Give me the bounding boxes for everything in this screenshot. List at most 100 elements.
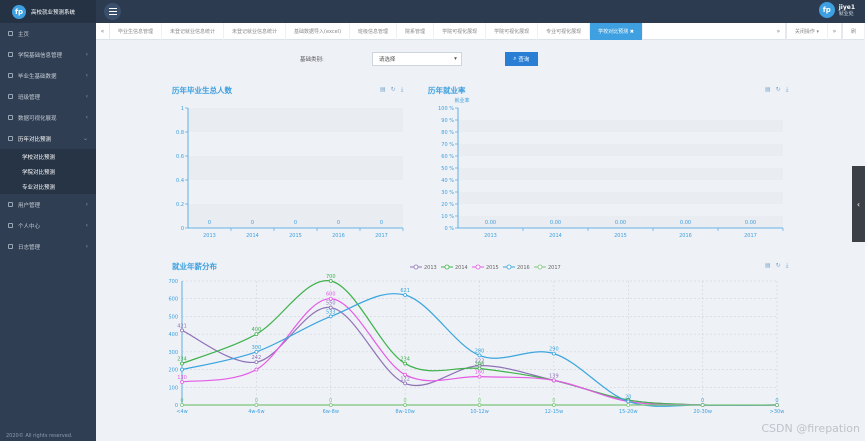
salary-chart-data-label: 160: [475, 370, 485, 376]
line-chart-icon: [8, 136, 13, 141]
chevron-left-icon: ‹: [85, 243, 88, 250]
sidebar-item-visual[interactable]: 数据可视化展现 ‹: [0, 107, 96, 128]
emp-chart-y-tick-label: 60 %: [441, 154, 454, 160]
sidebar-item-label: 主页: [18, 31, 30, 38]
sidebar-item-graduates[interactable]: 毕业生基础数据 ‹: [0, 65, 96, 86]
tab-item[interactable]: 院系管理: [397, 22, 435, 40]
sidebar-subitem-major[interactable]: 专业对比预测: [0, 179, 96, 194]
sidebar-item-label: 个人中心: [18, 223, 41, 230]
emp-chart-grid-band: [458, 120, 783, 132]
user-menu[interactable]: fp jiye1 就业处: [818, 2, 855, 18]
grad-chart-grid-band: [188, 156, 403, 180]
tab-item[interactable]: 学院可视化展现: [434, 22, 487, 40]
salary-chart-point-2015: [180, 380, 184, 384]
chevron-left-icon: ‹: [85, 201, 88, 208]
sidebar-item-users[interactable]: 用户管理 ‹: [0, 194, 96, 215]
tab-item[interactable]: 基础数据导入(excel): [286, 22, 351, 40]
sidebar-item-forecast[interactable]: 历年对比预测 ⌄: [0, 128, 96, 149]
salary-chart-legend-label: 2017: [548, 265, 561, 271]
download-icon[interactable]: ⤓: [400, 86, 404, 93]
emp-chart-grid-band: [458, 144, 783, 156]
salary-chart-point-2015: [254, 367, 259, 372]
salary-chart-data-label: 0: [701, 398, 704, 404]
salary-chart-point-2016: [477, 353, 482, 358]
salary-chart-x-tick-label: 20-30w: [693, 409, 712, 415]
sidebar-item-home[interactable]: 主页: [0, 23, 96, 44]
emp-chart-y-tick-label: 70 %: [441, 142, 454, 148]
user-role: 就业处: [838, 10, 854, 17]
salary-chart-data-label: 550: [326, 301, 336, 307]
salary-chart-data-label: 280: [475, 348, 485, 354]
tab-item[interactable]: 未登记就业信息统计: [224, 22, 287, 40]
salary-chart-y-tick-label: 500: [168, 314, 178, 320]
tab-item[interactable]: 学院可视化展现: [486, 22, 539, 40]
sidebar-item-profile[interactable]: 个人中心 ‹: [0, 215, 96, 236]
tab-active[interactable]: 学校对比预测 ✖: [590, 22, 643, 40]
salary-chart-point-2016: [626, 399, 631, 404]
sidebar-subitem-college[interactable]: 学院对比预测: [0, 164, 96, 179]
salary-chart-point-2015: [551, 378, 556, 383]
salary-chart-data-label: 290: [549, 347, 559, 353]
emp-chart-x-tick-label: 2013: [484, 233, 497, 239]
grad-chart-data-label: 0: [208, 220, 211, 226]
refresh-icon[interactable]: ↻: [390, 86, 396, 93]
sidebar-item-logs[interactable]: 日志管理 ‹: [0, 236, 96, 257]
close-operations-dropdown[interactable]: 关闭操作 ▾: [785, 22, 828, 40]
query-button[interactable]: ⌕ 查询: [504, 52, 538, 66]
emp-chart-grid-band: [458, 192, 783, 204]
emp-chart-x-tick-label: 2016: [679, 233, 692, 239]
sidebar-item-college[interactable]: 学院基础信息管理 ‹: [0, 44, 96, 65]
salary-chart-data-label: 621: [400, 288, 410, 294]
salary-chart-point-2016: [403, 293, 408, 297]
emp-chart-y-tick-label: 80 %: [441, 130, 454, 136]
data-view-icon[interactable]: ▤: [380, 86, 386, 93]
tab-next-button[interactable]: »: [772, 22, 786, 40]
salary-chart-x-tick-label: 15-20w: [619, 409, 638, 415]
tab-item[interactable]: 专业可视化展现: [538, 22, 591, 40]
salary-chart-point-2017: [254, 403, 259, 407]
salary-chart-data-label: 300: [252, 345, 262, 351]
chevron-down-icon: ⌄: [82, 135, 88, 142]
salary-chart-data-label: 400: [252, 327, 262, 333]
category-select[interactable]: 请选择 ▾: [371, 52, 462, 66]
sidebar-item-class[interactable]: 班级管理 ‹: [0, 86, 96, 107]
salary-chart-x-tick-label: <4w: [176, 409, 187, 415]
salary-chart-point-2017: [180, 403, 184, 407]
salary-chart-point-2015: [477, 374, 482, 379]
emp-chart-x-tick-label: 2014: [549, 233, 562, 239]
grad-chart-y-tick-label: 1: [181, 106, 184, 112]
data-view-icon[interactable]: ▤: [765, 262, 771, 269]
tab-item[interactable]: 毕业生信息管理: [110, 22, 163, 40]
chevron-left-icon: ‹: [85, 51, 88, 58]
menu-toggle-button[interactable]: [104, 3, 121, 20]
salary-chart-data-label: 0: [552, 398, 555, 404]
tab-item[interactable]: 未登记就业信息统计: [162, 22, 225, 40]
top-bar: fp 高校就业预测系统 fp jiye1 就业处: [0, 0, 865, 23]
side-drawer-handle[interactable]: ‹: [852, 166, 865, 242]
salary-chart-point-2014: [328, 279, 333, 283]
refresh-icon[interactable]: ↻: [775, 86, 781, 93]
tab-next-button-2[interactable]: »: [828, 22, 842, 40]
salary-chart-data-label: 20: [625, 394, 631, 400]
emp-chart-title: 历年就业率: [428, 86, 466, 95]
data-view-icon[interactable]: ▤: [765, 86, 771, 93]
refresh-button[interactable]: 刷: [841, 22, 865, 40]
salary-chart-point-2015: [328, 296, 333, 301]
tab-prev-button[interactable]: «: [96, 22, 110, 40]
chart-icon: [8, 115, 13, 120]
download-icon[interactable]: ⤓: [785, 86, 789, 93]
salary-chart-point-2013: [328, 305, 333, 310]
table-icon: [8, 73, 13, 78]
salary-chart-legend-marker: [444, 264, 450, 270]
tab-item[interactable]: 班级信息管理: [350, 22, 398, 40]
user-icon: [8, 223, 13, 228]
sidebar-subitem-school[interactable]: 学校对比预测: [0, 149, 96, 164]
refresh-icon[interactable]: ↻: [775, 262, 781, 269]
sidebar-item-label: 学院基础信息管理: [18, 52, 63, 59]
grad-chart-data-label: 0: [251, 220, 254, 226]
query-button-label: 查询: [518, 57, 530, 63]
salary-chart-legend-marker: [475, 264, 481, 270]
download-icon[interactable]: ⤓: [785, 262, 789, 269]
emp-chart-data-label: 0.00: [485, 220, 496, 226]
search-icon: ⌕: [513, 55, 517, 62]
